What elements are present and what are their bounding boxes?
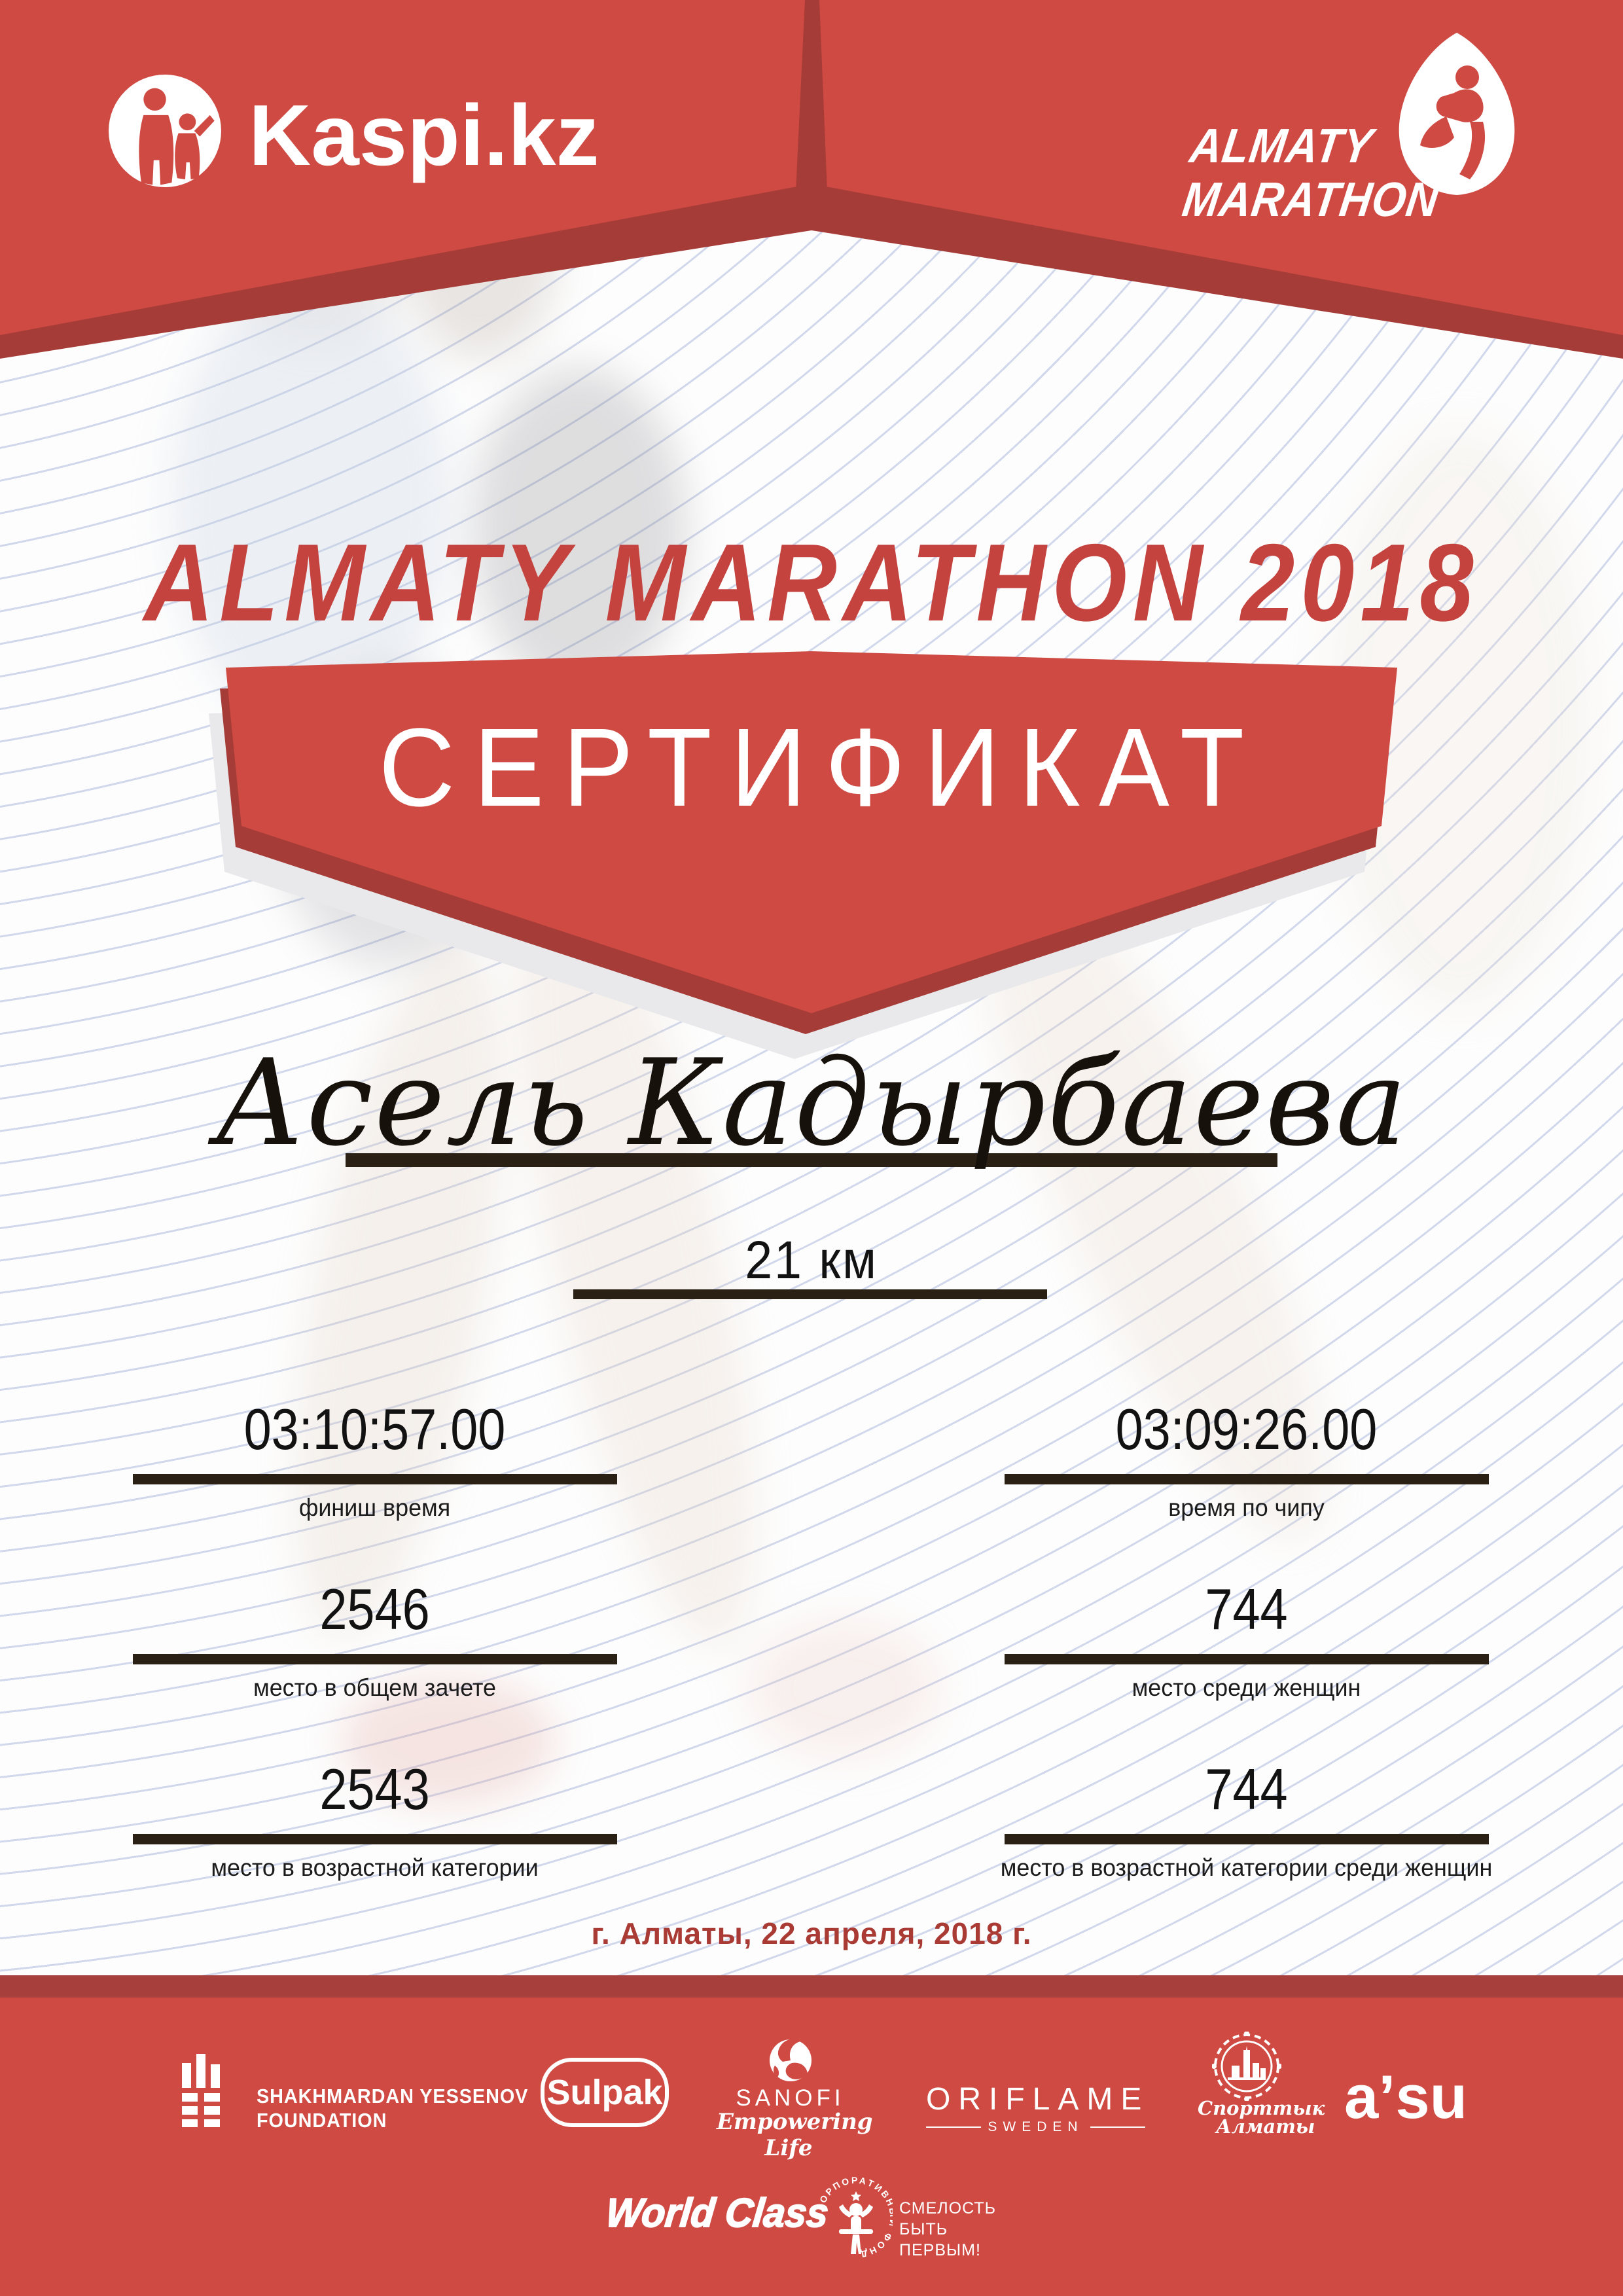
stat-value: 744 <box>1205 1757 1288 1821</box>
almaty-marathon-runner-icon <box>1399 33 1515 195</box>
sanofi-bird-icon <box>770 2038 812 2081</box>
stat-label: время по чипу <box>1168 1494 1325 1521</box>
sanofi-logo-text: SANOFI <box>736 2085 845 2111</box>
event-title: ALMATY MARATHON 2018 <box>143 521 1480 644</box>
stat-finish-time: 03:10:57.00 финиш время <box>79 1397 671 1522</box>
stat-value: 2543 <box>319 1757 430 1821</box>
stat-label: место среди женщин <box>1132 1674 1361 1701</box>
yessenov-line1: SHAKHMARDAN YESSENOV <box>257 2085 529 2108</box>
world-class-logo-text: World Class <box>603 2190 832 2236</box>
stat-label: место в возрастной категории среди женщи… <box>1000 1854 1493 1881</box>
stat-underline <box>1004 1474 1489 1484</box>
sport-almaty-emblem-icon <box>1212 2032 1281 2101</box>
stat-value: 03:09:26.00 <box>1115 1397 1378 1462</box>
stat-value: 2546 <box>319 1577 430 1641</box>
stat-underline <box>1004 1834 1489 1844</box>
badge-title: СЕРТИФИКАТ <box>378 706 1263 830</box>
yessenov-line2: FOUNDATION <box>257 2109 387 2132</box>
distance-underline <box>573 1289 1047 1299</box>
sponsor-band <box>0 1998 1623 2296</box>
stat-value: 744 <box>1205 1577 1288 1641</box>
stat-label: финиш время <box>298 1494 451 1521</box>
foundation-slogan-line1: СМЕЛОСТЬ <box>899 2199 997 2217</box>
date-location: г. Алматы, 22 апреля, 2018 г. <box>591 1916 1032 1950</box>
stat-age-women-place: 744 место в возрастной категории среди ж… <box>950 1757 1543 1882</box>
stat-overall-place: 2546 место в общем зачете <box>79 1577 671 1702</box>
kaspi-logo-text: Kaspi.kz <box>249 87 599 183</box>
foundation-slogan-line2: БЫТЬ <box>899 2220 948 2238</box>
oriflame-sweden-text: SWEDEN <box>988 2119 1084 2134</box>
stat-underline <box>132 1834 617 1844</box>
yessenov-foundation-text: SHAKHMARDAN YESSENOV FOUNDATION <box>257 2084 528 2132</box>
participant-name: Асель Кадырбаева <box>215 1033 1408 1172</box>
stat-label: место в общем зачете <box>253 1674 496 1701</box>
yessenov-foundation-icon <box>182 2054 220 2127</box>
stat-underline <box>132 1654 617 1664</box>
stat-women-place: 744 место среди женщин <box>950 1577 1543 1702</box>
sulpak-logo: Sulpak <box>541 2058 669 2127</box>
asu-logo-text: aʼsu <box>1344 2062 1468 2131</box>
oriflame-sweden: SWEDEN <box>926 2119 1145 2135</box>
sponsor-band-strip <box>0 1975 1623 1998</box>
stat-value: 03:10:57.00 <box>243 1397 506 1462</box>
distance-value: 21 км <box>745 1230 878 1290</box>
foundation-emblem-icon: КОРПОРАТИВНЫЙ ФОНД <box>819 2175 893 2260</box>
kaspi-icon <box>109 75 221 187</box>
foundation-slogan-line3: ПЕРВЫМ! <box>899 2241 981 2259</box>
name-underline <box>346 1153 1277 1167</box>
stat-chip-time: 03:09:26.00 время по чипу <box>950 1397 1543 1522</box>
sanofi-tagline: Empowering Life <box>717 2109 873 2161</box>
stat-underline <box>132 1474 617 1484</box>
stat-label: место в возрастной категории <box>211 1854 539 1881</box>
stat-age-place: 2543 место в возрастной категории <box>79 1757 671 1882</box>
oriflame-logo-text: ORIFLAME <box>926 2082 1150 2117</box>
sulpak-text: Sulpak <box>546 2073 663 2112</box>
sport-almaty-line2: Алматы <box>1216 2115 1315 2138</box>
foundation-slogan: СМЕЛОСТЬ БЫТЬ ПЕРВЫМ! <box>899 2198 996 2261</box>
stat-underline <box>1004 1654 1489 1664</box>
